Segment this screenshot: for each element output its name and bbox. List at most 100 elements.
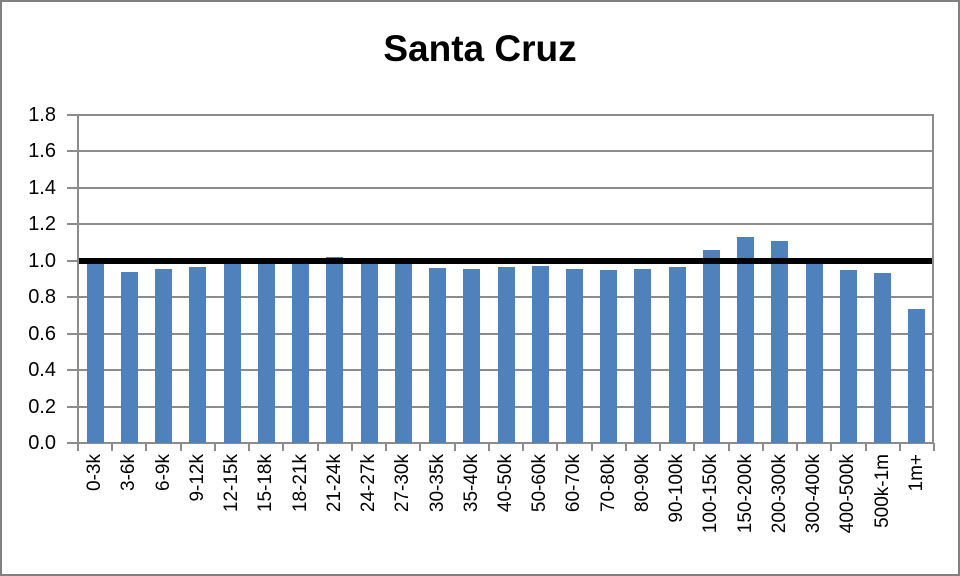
y-tick-label: 1.8 [28,104,56,126]
bar [874,272,892,443]
gridline [78,186,934,189]
gridline [78,150,934,153]
y-tick [67,332,78,335]
x-tick [761,443,764,451]
bar [292,258,310,443]
x-tick [282,443,285,451]
x-tick [419,443,422,451]
bar [189,267,207,443]
bar [326,257,344,443]
y-tick [67,405,78,408]
y-tick-label: 0.6 [28,322,56,345]
x-category-label: 100-150k [700,454,722,534]
x-category-label: 40-50k [495,454,516,513]
x-category-label: 50-60k [529,454,551,513]
x-tick [487,443,490,451]
y-tick [67,114,78,116]
bar [360,261,378,443]
y-tick-label: 1.4 [28,176,56,199]
bar [771,240,789,443]
plot-area [78,114,934,444]
x-tick [693,443,696,451]
x-category-label: 70-80k [597,454,619,513]
bar [463,268,481,443]
y-tick [67,442,78,444]
x-tick [213,443,216,451]
bar [120,271,138,443]
gridline [78,114,934,116]
bar [86,258,104,443]
x-tick [727,443,730,451]
reference-line [78,257,934,264]
x-tick [453,443,456,451]
y-tick [67,150,78,153]
plot-right-border [932,115,934,443]
y-tick [67,296,78,299]
y-tick [67,369,78,372]
chart-title: Santa Cruz [383,28,577,69]
x-category-label: 200-300k [768,454,790,534]
x-tick [179,443,182,451]
bar [668,267,686,443]
x-category-label: 400-500k [837,454,859,534]
x-tick [590,443,593,451]
bar [429,268,447,443]
x-category-label: 30-35k [426,454,448,513]
bar [702,249,720,443]
bar [531,266,549,443]
bar [737,237,755,443]
x-category-label: 27-30k [392,454,414,513]
x-tick [111,443,114,451]
bar [565,268,583,443]
x-category-label: 0-3k [84,454,106,491]
x-tick [659,443,662,451]
x-category-label: 6-9k [152,454,174,491]
x-category-label: 500k-1m [871,454,893,528]
x-category-label: 35-40k [460,454,482,513]
x-category-label: 90-100k [666,454,688,523]
x-tick [898,443,901,451]
y-tick-label: 1.6 [28,140,56,163]
x-category-label: 24-27k [358,454,380,513]
bar [908,309,926,443]
bar [223,262,241,443]
x-category-label: 9-12k [186,454,208,502]
bar [805,258,823,443]
y-tick-label: 0.2 [28,395,56,418]
x-tick [145,443,148,451]
x-category-label: 12-15k [221,454,243,513]
y-tick-label: 1.2 [28,213,56,236]
gridline [78,442,934,444]
x-tick [248,443,251,451]
y-tick [67,259,78,262]
bar [155,268,173,443]
x-tick [830,443,833,451]
y-tick [67,186,78,189]
x-category-label: 3-6k [118,454,140,491]
y-tick-label: 0.8 [28,286,56,309]
bar [497,267,515,443]
x-tick [77,443,79,451]
x-tick [350,443,353,451]
x-category-label: 21-24k [323,454,345,513]
x-category-label: 300-400k [803,454,825,534]
bar [257,262,275,443]
x-tick [556,443,559,451]
bar [600,269,618,443]
bar [634,268,652,443]
y-axis-line [77,115,79,443]
x-tick [385,443,388,451]
x-category-label: 60-70k [563,454,585,513]
x-tick [624,443,627,451]
y-tick-label: 0.0 [28,432,56,454]
y-tick-label: 0.4 [28,359,56,382]
x-tick [864,443,867,451]
x-category-label: 18-21k [289,454,311,513]
bar [394,262,412,443]
x-tick [796,443,799,451]
x-category-label: 15-18k [255,454,277,513]
x-tick [933,443,935,451]
y-tick-label: 1.0 [28,249,56,272]
x-category-label: 150-200k [734,454,756,534]
